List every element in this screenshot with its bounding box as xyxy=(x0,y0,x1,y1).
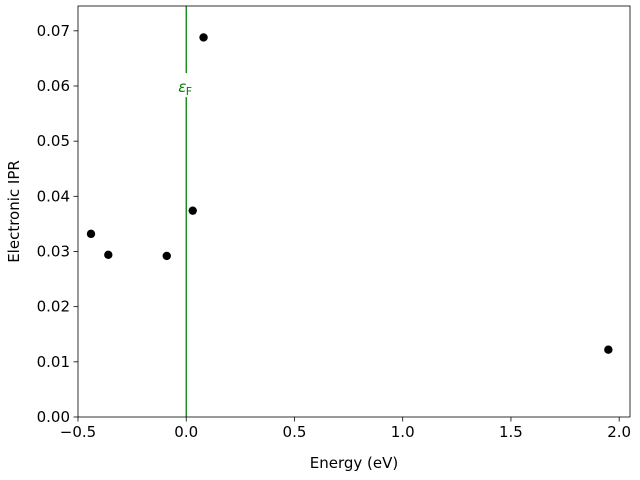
y-tick-label: 0.04 xyxy=(37,187,70,205)
plot-frame xyxy=(77,5,631,418)
y-tick-label: 0.01 xyxy=(37,353,70,371)
y-tick-label: 0.05 xyxy=(37,132,70,150)
y-tick-label: 0.03 xyxy=(37,242,70,260)
y-tick-label: 0.02 xyxy=(37,298,70,316)
x-tick-label: 0.0 xyxy=(174,423,198,441)
x-tick-label: 1.0 xyxy=(391,423,415,441)
x-tick-label: 2.0 xyxy=(607,423,631,441)
y-tick-label: 0.00 xyxy=(37,408,70,426)
data-point xyxy=(162,251,171,261)
y-axis-ticks: 0.00 0.01 0.02 0.03 0.04 0.05 0.06 0.07 xyxy=(37,22,78,426)
y-tick-label: 0.06 xyxy=(37,77,70,95)
x-tick-label: 0.5 xyxy=(283,423,307,441)
data-point xyxy=(104,250,113,260)
data-point xyxy=(199,33,208,42)
y-tick-label: 0.07 xyxy=(37,22,70,40)
x-axis-label: Energy (eV) xyxy=(310,454,398,472)
data-point xyxy=(86,229,96,239)
data-point xyxy=(604,345,613,354)
x-axis-ticks: −0.5 0.0 0.5 1.0 1.5 2.0 xyxy=(60,417,631,441)
fermi-level-label: ε xyxy=(178,78,186,96)
data-point xyxy=(188,206,197,215)
y-axis-label: Electronic IPR xyxy=(5,160,23,263)
fermi-level-label-subscript: F xyxy=(186,85,192,98)
x-tick-label: 1.5 xyxy=(499,423,523,441)
x-tick-label: −0.5 xyxy=(60,423,96,441)
